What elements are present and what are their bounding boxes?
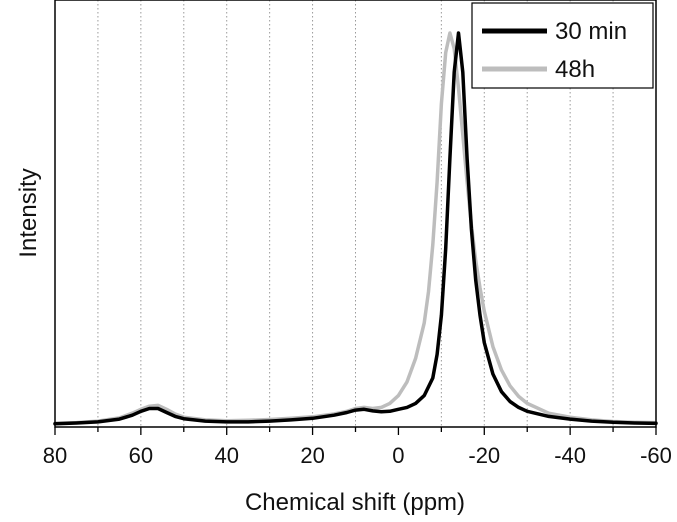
x-tick-label: 0: [392, 443, 404, 468]
x-tick-label: -60: [640, 443, 672, 468]
x-axis-label: Chemical shift (ppm): [245, 489, 465, 516]
x-tick-label: 40: [214, 443, 238, 468]
x-tick-label: 60: [129, 443, 153, 468]
x-tick-label: -40: [554, 443, 586, 468]
y-axis-label: Intensity: [15, 168, 42, 257]
legend-label-30min: 30 min: [555, 18, 627, 45]
x-tick-label: -20: [468, 443, 500, 468]
x-tick-label: 80: [43, 443, 67, 468]
series-line-48h: [53, 31, 658, 426]
x-axis-ticks: 80 60 40 20 0 -20 -40 -60: [43, 427, 672, 468]
series-line-30-min: [53, 31, 658, 426]
legend-box: [471, 2, 654, 89]
legend-label-48h: 48h: [555, 56, 595, 83]
legend: 30 min 48h: [471, 2, 654, 89]
series-layer: [53, 31, 658, 426]
x-tick-label: 20: [300, 443, 324, 468]
